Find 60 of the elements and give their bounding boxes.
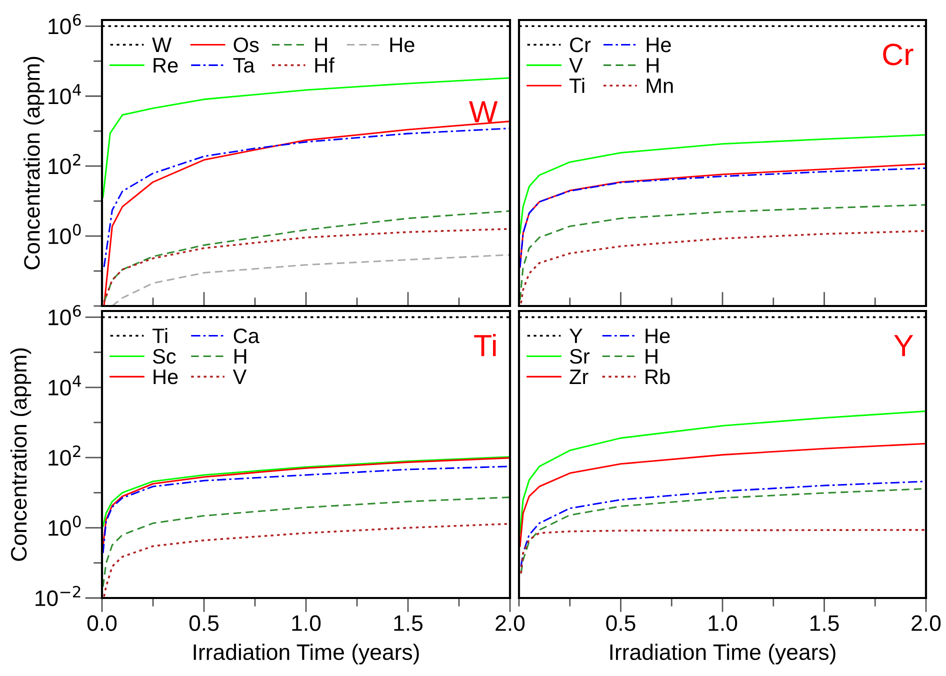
legend-label: Cr (570, 37, 591, 52)
legend-label: H (315, 38, 327, 52)
line-series (102, 456, 510, 528)
x-tick-label: 2.0 (496, 615, 525, 631)
legend-label: H (646, 58, 658, 72)
x-tick-label: 1.5 (810, 615, 839, 631)
y-tick-label: 10$^{4}$ (48, 375, 81, 396)
legend-label: He (390, 38, 414, 52)
x-tick-label: 1.0 (708, 615, 738, 631)
line-series (103, 120, 510, 306)
x-tick-label: 1.0 (292, 615, 321, 631)
y-tick-label: 10$^{6}$ (48, 14, 81, 34)
legend-label: V (232, 370, 247, 384)
x-tick-label: 0.5 (606, 615, 636, 631)
legend-label: Sc (152, 348, 176, 364)
legend-label: Mn (646, 78, 673, 93)
y-axis-title: Concentration (appm) (10, 348, 32, 561)
text: Y (894, 335, 914, 356)
legend-label: Ca (234, 328, 260, 344)
legend-label: He (646, 38, 671, 52)
y-tick-label: 10$^{2}$ (48, 445, 80, 466)
y-tick-label: 10$^{4}$ (48, 84, 81, 104)
text: W (469, 101, 498, 122)
text: Cr (883, 44, 914, 66)
y-axis-title: Concentration (appm) (24, 56, 44, 270)
y-tick-label: 10$^{0}$ (48, 224, 81, 244)
x-tick-label: 2.0 (912, 615, 941, 631)
legend-label: Ti (152, 328, 168, 344)
legend-label: He (646, 328, 670, 344)
line-series (102, 466, 510, 554)
line-series (103, 522, 510, 598)
x-tick-label: 0.5 (189, 615, 219, 631)
legend-label: Ta (233, 58, 255, 73)
text: Ti (474, 334, 496, 356)
y-tick-label: 10$^{6}$ (48, 305, 81, 326)
legend-label: V (569, 58, 583, 72)
legend-label: Zr (570, 370, 588, 384)
legend-label: Os (234, 37, 259, 52)
legend-label: Sr (570, 348, 590, 364)
legend-label: Ti (569, 78, 584, 93)
x-axis-title: Irradiation Time (years) (610, 644, 836, 664)
y-tick-label: 10$^{0}$ (48, 516, 81, 536)
x-axis-title: Irradiation Time (years) (194, 644, 419, 664)
y-tick-label: 10$^{−2}$ (36, 586, 80, 606)
line-series (102, 496, 510, 588)
legend-label: H (234, 349, 246, 364)
legend-label: H (646, 349, 658, 364)
legend-label: W (152, 38, 172, 52)
x-tick-label: 0.0 (87, 615, 117, 631)
line-series (103, 128, 510, 268)
line-series (111, 254, 510, 306)
legend-label: He (154, 370, 178, 384)
legend-label: Re (154, 58, 178, 73)
x-tick-label: 1.5 (394, 615, 423, 631)
legend-label: Y (569, 328, 582, 344)
legend-label: Rb (646, 368, 670, 384)
legend-label: Hf (315, 57, 334, 72)
y-tick-label: 10$^{2}$ (48, 154, 80, 174)
line-series (102, 457, 510, 547)
line-series (102, 77, 510, 198)
